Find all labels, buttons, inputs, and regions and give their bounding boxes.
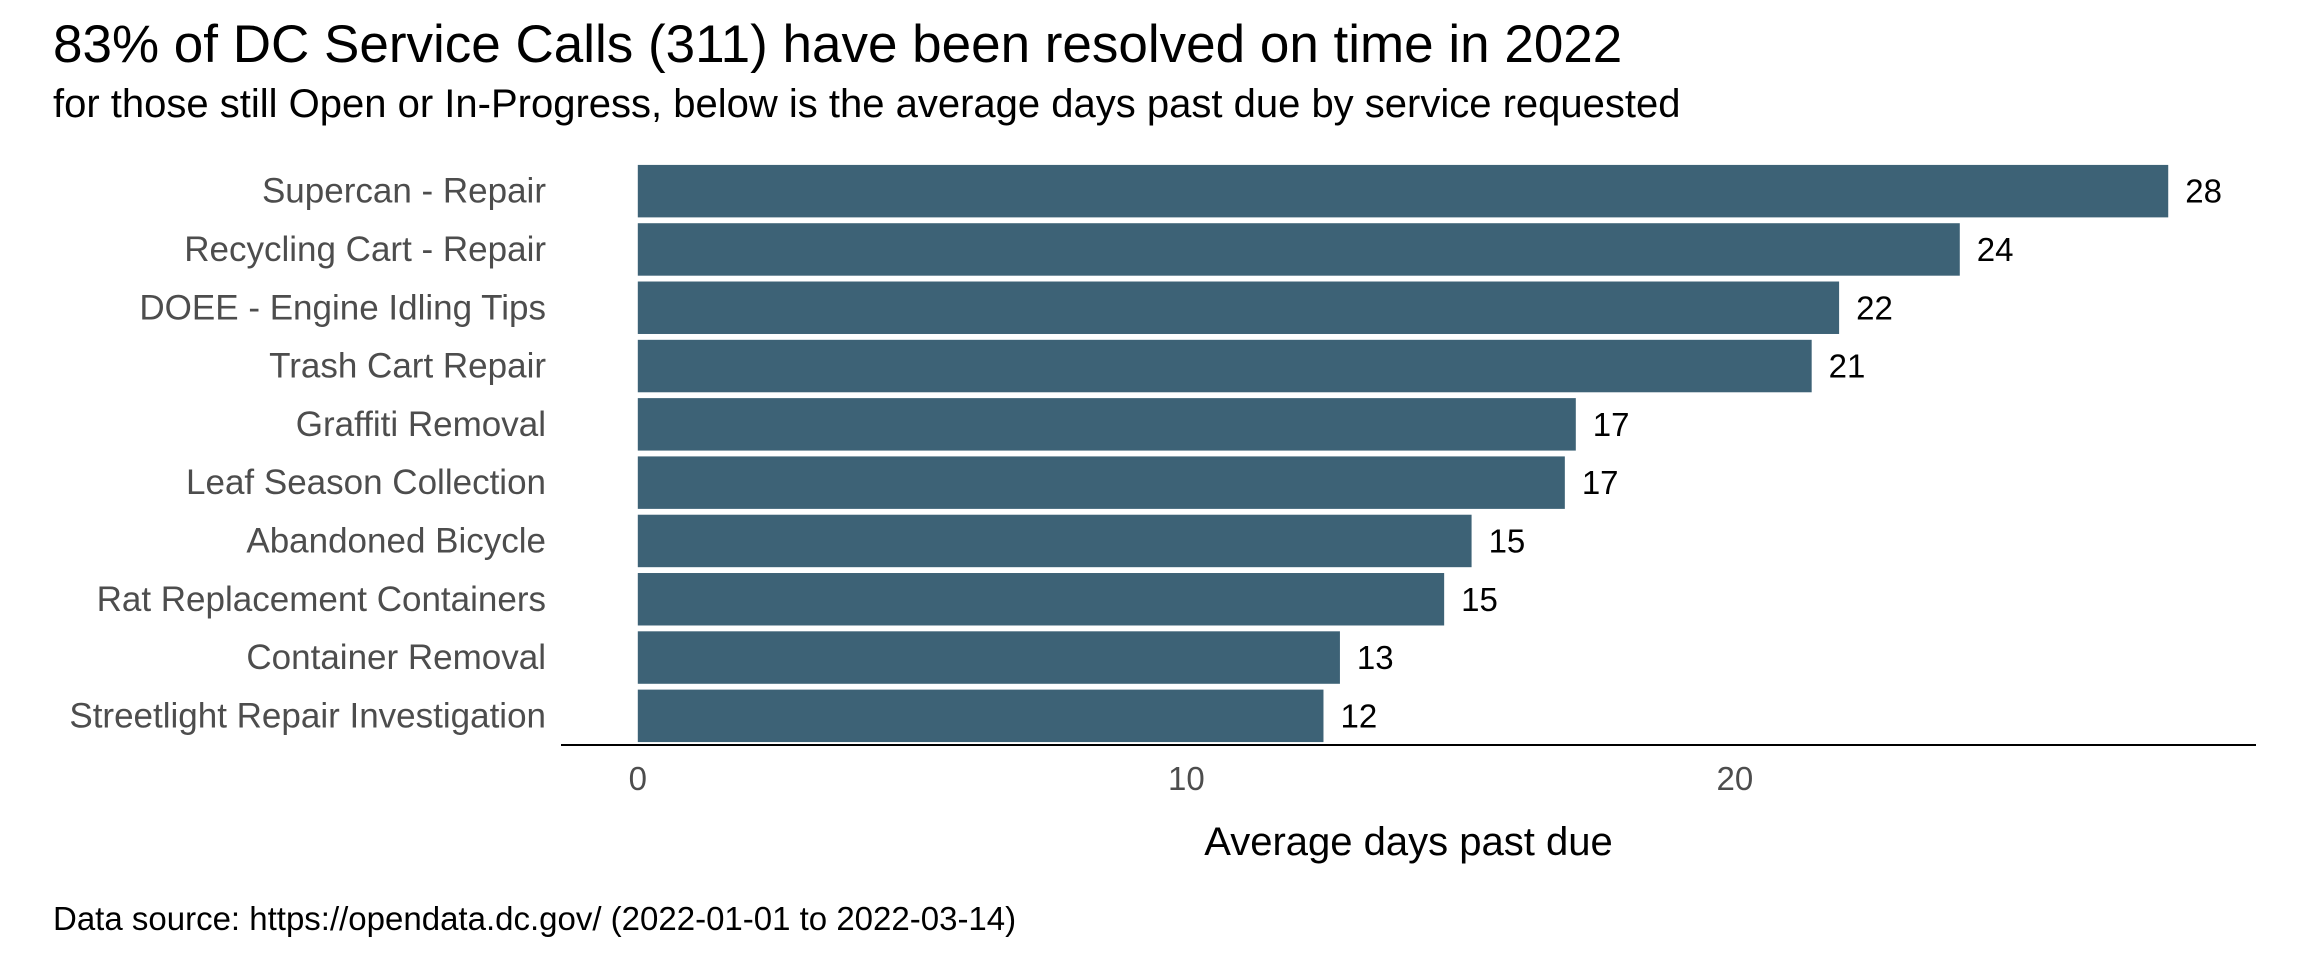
value-label-1: 24 (1977, 231, 2014, 268)
chart-caption: Data source: https://opendata.dc.gov/ (2… (53, 900, 1017, 937)
value-label-6: 15 (1489, 522, 1526, 559)
bar-7 (637, 573, 1445, 626)
x-tick-label-1: 10 (1168, 760, 1205, 797)
bar-0 (637, 164, 2169, 218)
value-label-7: 15 (1461, 581, 1498, 618)
value-label-2: 22 (1856, 289, 1893, 326)
bars-layer (637, 164, 2169, 743)
category-labels-layer: Supercan - Repair Recycling Cart - Repair… (69, 172, 546, 736)
value-label-0: 28 (2185, 173, 2222, 210)
value-label-3: 21 (1829, 348, 1866, 385)
category-label-9: Streetlight Repair Investigation (69, 696, 546, 735)
value-labels-layer: 28 24 22 21 17 17 15 15 13 12 (1340, 173, 2221, 735)
bar-2 (637, 281, 1840, 334)
value-label-9: 12 (1340, 697, 1377, 734)
bar-5 (637, 456, 1565, 509)
bar-1 (637, 223, 1960, 276)
bar-6 (637, 514, 1472, 568)
category-label-8: Container Removal (246, 638, 546, 677)
category-label-4: Graffiti Removal (296, 405, 546, 444)
category-label-0: Supercan - Repair (262, 172, 546, 211)
value-label-5: 17 (1582, 464, 1619, 501)
bar-4 (637, 398, 1576, 451)
x-axis-ticks-layer: 0 10 20 (629, 760, 1754, 797)
category-label-7: Rat Replacement Containers (97, 580, 546, 619)
bar-3 (637, 339, 1812, 393)
value-label-8: 13 (1357, 639, 1394, 676)
chart-title: 83% of DC Service Calls (311) have been … (53, 15, 1623, 74)
category-label-6: Abandoned Bicycle (246, 521, 546, 560)
value-label-4: 17 (1593, 406, 1630, 443)
x-tick-label-2: 20 (1717, 760, 1754, 797)
bar-9 (637, 689, 1324, 743)
category-label-3: Trash Cart Repair (269, 347, 546, 386)
x-axis-title: Average days past due (1204, 820, 1612, 864)
chart-subtitle: for those still Open or In-Progress, bel… (53, 82, 1681, 126)
category-label-1: Recycling Cart - Repair (184, 230, 546, 269)
category-label-5: Leaf Season Collection (186, 463, 546, 502)
category-label-2: DOEE - Engine Idling Tips (139, 288, 546, 327)
x-tick-label-0: 0 (629, 760, 647, 797)
bar-8 (637, 631, 1340, 684)
